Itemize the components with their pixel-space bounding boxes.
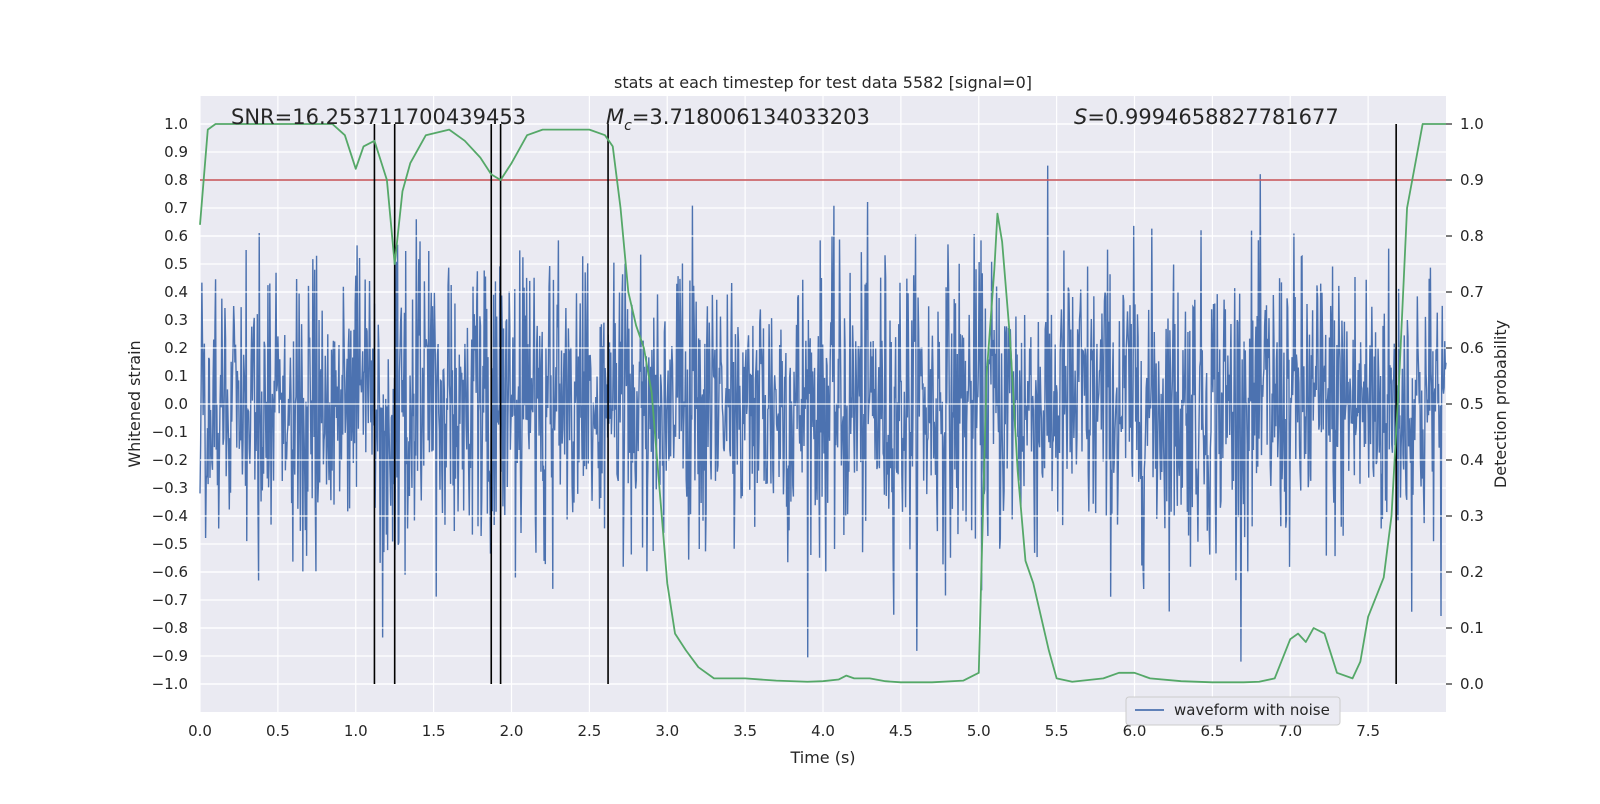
y-tick-label: −0.8: [152, 619, 188, 637]
y-tick-label: −0.3: [152, 479, 188, 497]
y-axis-ticks: 1.0 0.9 0.8 0.7 0.6 0.5 0.4 0.3 0.2 0.1 0.0 −0.1 −0.…: [152, 115, 188, 693]
x-tick-label: 5.0: [967, 722, 991, 740]
x-axis-ticks: 0.0 0.5 1.0 1.5 2.0 2.5 3.0 3.5 4.0 4.5 5.0 5.5 6.0 6…: [188, 722, 1380, 740]
x-tick-label: 2.0: [500, 722, 524, 740]
y-tick-label: 0.5: [164, 255, 188, 273]
y-axis-label: Whitened strain: [125, 340, 144, 467]
legend: waveform with noise: [1125, 696, 1341, 726]
chart-title: stats at each timestep for test data 558…: [614, 73, 1032, 92]
y-tick-label: −0.4: [152, 507, 188, 525]
y2-tick-label: 0.1: [1460, 619, 1484, 637]
x-tick-label: 6.5: [1200, 722, 1224, 740]
x-tick-label: 6.0: [1123, 722, 1147, 740]
y-tick-label: 0.8: [164, 171, 188, 189]
y-tick-label: −0.1: [152, 423, 188, 441]
s-annotation: S=0.9994658827781677: [1074, 105, 1339, 129]
legend-label: waveform with noise: [1174, 701, 1330, 719]
chirp-mass-subscript: c: [624, 118, 632, 134]
y2-tick-label: 0.2: [1460, 563, 1484, 581]
y2-tick-label: 0.0: [1460, 675, 1484, 693]
legend-box: [1125, 696, 1341, 726]
y-tick-label: −0.7: [152, 591, 188, 609]
y-tick-label: 0.4: [164, 283, 188, 301]
y2-tick-label: 0.8: [1460, 227, 1484, 245]
chirp-mass-annotation: Mc=3.718006134033203: [606, 105, 870, 134]
y2-tick-label: 0.9: [1460, 171, 1484, 189]
chirp-mass-symbol: M: [606, 105, 624, 129]
y2-axis-label: Detection probability: [1491, 320, 1510, 488]
x-tick-label: 3.0: [655, 722, 679, 740]
y2-axis-ticks: 1.0 0.9 0.8 0.7 0.6 0.5 0.4 0.3 0.2 0.1 0.0: [1446, 115, 1484, 693]
x-tick-label: 1.0: [344, 722, 368, 740]
chirp-mass-value: =3.718006134033203: [632, 105, 870, 129]
x-axis-label: Time (s): [789, 748, 855, 767]
y-tick-label: −0.6: [152, 563, 188, 581]
y-tick-label: −1.0: [152, 675, 188, 693]
x-tick-label: 5.5: [1045, 722, 1069, 740]
y2-tick-label: 0.4: [1460, 451, 1484, 469]
x-tick-label: 0.0: [188, 722, 212, 740]
y-tick-label: 0.1: [164, 367, 188, 385]
x-tick-label: 1.5: [422, 722, 446, 740]
y-tick-label: 0.3: [164, 311, 188, 329]
x-tick-label: 4.5: [889, 722, 913, 740]
secondary-grid: [200, 123, 1446, 685]
event-lines: [373, 124, 1397, 684]
snr-annotation: SNR=16.253711700439453: [231, 105, 526, 129]
y2-tick-label: 1.0: [1460, 115, 1484, 133]
x-tick-label: 7.5: [1356, 722, 1380, 740]
detection-probability-line: [199, 123, 1446, 684]
y2-tick-label: 0.6: [1460, 339, 1484, 357]
x-tick-label: 7.0: [1278, 722, 1302, 740]
y2-tick-label: 0.7: [1460, 283, 1484, 301]
x-tick-label: 4.0: [811, 722, 835, 740]
y-tick-label: 0.2: [164, 339, 188, 357]
x-tick-label: 0.5: [266, 722, 290, 740]
x-tick-label: 2.5: [577, 722, 601, 740]
y-tick-label: 0.7: [164, 199, 188, 217]
x-tick-label: 3.5: [733, 722, 757, 740]
y2-tick-label: 0.5: [1460, 395, 1484, 413]
y-tick-label: −0.2: [152, 451, 188, 469]
plot-area: [199, 165, 1447, 662]
y2-tick-label: 0.3: [1460, 507, 1484, 525]
y-tick-label: 0.6: [164, 227, 188, 245]
y-tick-label: 1.0: [164, 115, 188, 133]
waveform-line: [199, 165, 1447, 662]
y-tick-label: 0.0: [164, 395, 188, 413]
s-value: =0.9994658827781677: [1087, 105, 1338, 129]
s-symbol: S: [1074, 105, 1087, 129]
y-tick-label: −0.5: [152, 535, 188, 553]
y-tick-label: −0.9: [152, 647, 188, 665]
y-tick-label: 0.9: [164, 143, 188, 161]
